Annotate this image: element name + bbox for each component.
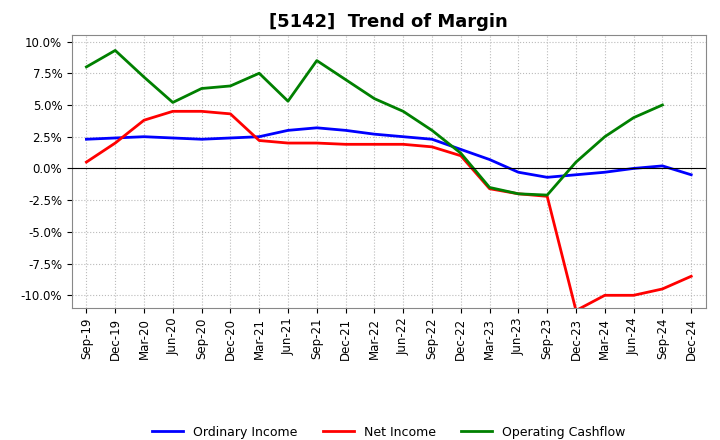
- Ordinary Income: [168, 136, 177, 141]
- Operating Cashflow: [168, 100, 177, 105]
- Ordinary Income: [284, 128, 292, 133]
- Operating Cashflow: [284, 99, 292, 104]
- Ordinary Income: [514, 169, 523, 175]
- Net Income: [284, 140, 292, 146]
- Net Income: [82, 159, 91, 165]
- Net Income: [111, 140, 120, 146]
- Operating Cashflow: [514, 191, 523, 196]
- Operating Cashflow: [428, 128, 436, 133]
- Operating Cashflow: [370, 96, 379, 101]
- Net Income: [341, 142, 350, 147]
- Ordinary Income: [312, 125, 321, 131]
- Net Income: [428, 144, 436, 150]
- Operating Cashflow: [572, 159, 580, 165]
- Operating Cashflow: [197, 86, 206, 91]
- Operating Cashflow: [312, 58, 321, 63]
- Ordinary Income: [341, 128, 350, 133]
- Operating Cashflow: [140, 74, 148, 80]
- Line: Net Income: Net Income: [86, 111, 691, 311]
- Operating Cashflow: [485, 185, 494, 190]
- Operating Cashflow: [629, 115, 638, 120]
- Line: Ordinary Income: Ordinary Income: [86, 128, 691, 177]
- Ordinary Income: [197, 136, 206, 142]
- Ordinary Income: [687, 172, 696, 177]
- Net Income: [168, 109, 177, 114]
- Ordinary Income: [572, 172, 580, 177]
- Line: Operating Cashflow: Operating Cashflow: [86, 51, 662, 195]
- Ordinary Income: [226, 136, 235, 141]
- Net Income: [255, 138, 264, 143]
- Ordinary Income: [111, 136, 120, 141]
- Net Income: [600, 293, 609, 298]
- Operating Cashflow: [341, 77, 350, 82]
- Ordinary Income: [600, 169, 609, 175]
- Net Income: [399, 142, 408, 147]
- Ordinary Income: [485, 157, 494, 162]
- Net Income: [485, 186, 494, 191]
- Net Income: [456, 153, 465, 158]
- Operating Cashflow: [255, 71, 264, 76]
- Ordinary Income: [428, 136, 436, 142]
- Net Income: [312, 140, 321, 146]
- Operating Cashflow: [399, 109, 408, 114]
- Ordinary Income: [255, 134, 264, 139]
- Net Income: [572, 308, 580, 313]
- Operating Cashflow: [111, 48, 120, 53]
- Ordinary Income: [399, 134, 408, 139]
- Operating Cashflow: [543, 192, 552, 198]
- Title: [5142]  Trend of Margin: [5142] Trend of Margin: [269, 13, 508, 31]
- Ordinary Income: [658, 163, 667, 169]
- Net Income: [687, 274, 696, 279]
- Ordinary Income: [370, 132, 379, 137]
- Ordinary Income: [629, 166, 638, 171]
- Operating Cashflow: [456, 150, 465, 156]
- Ordinary Income: [140, 134, 148, 139]
- Operating Cashflow: [226, 83, 235, 88]
- Net Income: [629, 293, 638, 298]
- Net Income: [197, 109, 206, 114]
- Net Income: [226, 111, 235, 117]
- Legend: Ordinary Income, Net Income, Operating Cashflow: Ordinary Income, Net Income, Operating C…: [147, 421, 631, 440]
- Operating Cashflow: [600, 134, 609, 139]
- Ordinary Income: [543, 175, 552, 180]
- Net Income: [658, 286, 667, 292]
- Operating Cashflow: [658, 103, 667, 108]
- Operating Cashflow: [82, 64, 91, 70]
- Net Income: [370, 142, 379, 147]
- Net Income: [543, 194, 552, 199]
- Ordinary Income: [456, 147, 465, 152]
- Ordinary Income: [82, 136, 91, 142]
- Net Income: [514, 191, 523, 196]
- Net Income: [140, 117, 148, 123]
